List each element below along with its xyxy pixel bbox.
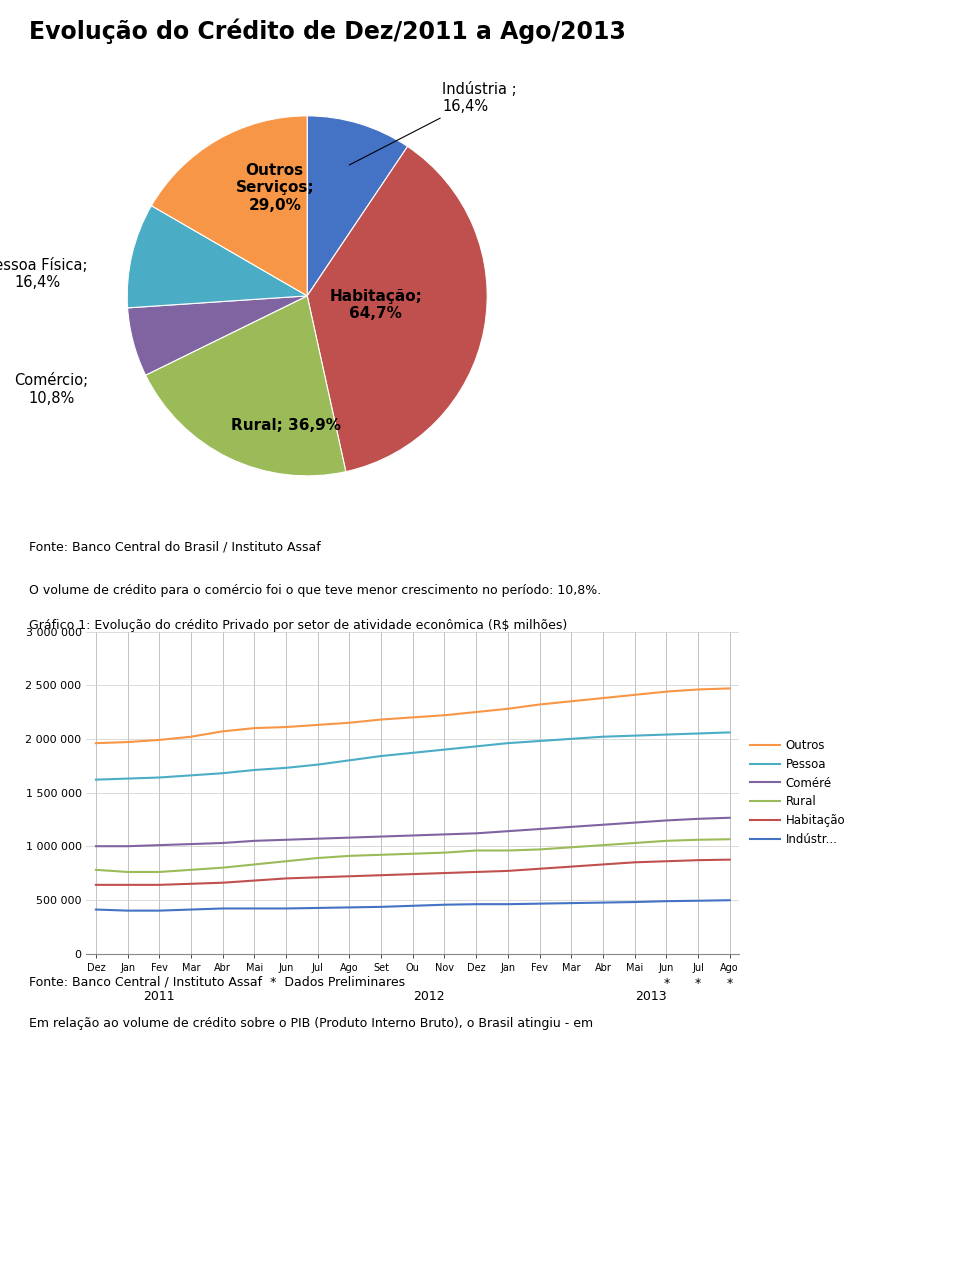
Wedge shape xyxy=(127,206,307,308)
Text: Habitação;
64,7%: Habitação; 64,7% xyxy=(329,289,422,321)
Legend: Outros, Pessoa, Coméré, Rural, Habitação, Indústr...: Outros, Pessoa, Coméré, Rural, Habitação… xyxy=(746,734,851,851)
Wedge shape xyxy=(146,296,346,476)
Text: 2013: 2013 xyxy=(635,990,666,1003)
Text: Fonte: Banco Central do Brasil / Instituto Assaf: Fonte: Banco Central do Brasil / Institu… xyxy=(29,541,321,553)
Text: Rural; 36,9%: Rural; 36,9% xyxy=(230,418,341,433)
Text: Evolução do Crédito de Dez/2011 a Ago/2013: Evolução do Crédito de Dez/2011 a Ago/20… xyxy=(29,19,626,44)
Text: Pessoa Física;
16,4%: Pessoa Física; 16,4% xyxy=(0,258,88,290)
Text: Gráfico 1: Evolução do crédito Privado por setor de atividade econômica (R$ milh: Gráfico 1: Evolução do crédito Privado p… xyxy=(29,619,567,632)
Text: *: * xyxy=(727,978,732,990)
Text: *: * xyxy=(695,978,701,990)
Wedge shape xyxy=(307,116,408,296)
Text: Indústria ;
16,4%: Indústria ; 16,4% xyxy=(349,82,516,165)
Text: Em relação ao volume de crédito sobre o PIB (Produto Interno Bruto), o Brasil at: Em relação ao volume de crédito sobre o … xyxy=(29,1017,593,1029)
Text: Outros
Serviços;
29,0%: Outros Serviços; 29,0% xyxy=(235,163,314,212)
Text: Fonte: Banco Central / Instituto Assaf  *  Dados Preliminares: Fonte: Banco Central / Instituto Assaf *… xyxy=(29,975,405,988)
Wedge shape xyxy=(307,147,487,471)
Text: 2011: 2011 xyxy=(143,990,175,1003)
Wedge shape xyxy=(128,296,307,375)
Wedge shape xyxy=(152,116,307,296)
Text: *: * xyxy=(663,978,669,990)
Text: Comércio;
10,8%: Comércio; 10,8% xyxy=(14,374,88,405)
Text: 2012: 2012 xyxy=(413,990,444,1003)
Text: O volume de crédito para o comércio foi o que teve menor crescimento no período:: O volume de crédito para o comércio foi … xyxy=(29,584,601,596)
